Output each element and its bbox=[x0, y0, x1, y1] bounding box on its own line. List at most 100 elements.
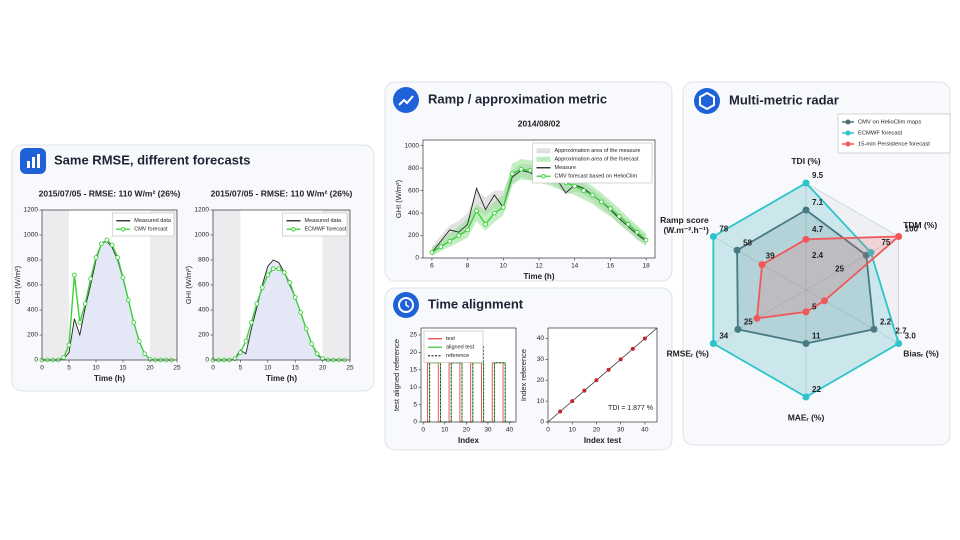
marker bbox=[447, 238, 453, 244]
x-tick-label: 8 bbox=[466, 263, 470, 270]
radar-point bbox=[802, 308, 810, 316]
marker bbox=[509, 171, 515, 177]
axis-label: MAEᵣ (%) bbox=[788, 413, 825, 423]
axis-tick-label: 2.2 bbox=[880, 317, 892, 326]
legend: Measured data ECMWF forecast bbox=[282, 212, 348, 237]
point bbox=[642, 336, 647, 341]
x-tick-label: 16 bbox=[607, 263, 615, 270]
x-axis-label: Time (h) bbox=[266, 374, 297, 383]
marker bbox=[254, 301, 260, 307]
x-tick-label: 15 bbox=[292, 365, 300, 372]
legend-label: reference bbox=[446, 353, 469, 359]
marker bbox=[82, 301, 88, 307]
marker bbox=[456, 233, 462, 238]
axis-tick-label: 25 bbox=[744, 317, 753, 326]
panel-title: Same RMSE, different forecasts bbox=[54, 152, 251, 167]
y-axis-label: test aligned reference bbox=[392, 339, 401, 411]
icon bbox=[393, 87, 419, 113]
x-tick-label: 15 bbox=[119, 365, 127, 372]
x-tick-label: 10 bbox=[441, 427, 449, 434]
radar-point bbox=[734, 325, 742, 333]
axis-tick-label: 11 bbox=[812, 332, 821, 341]
y-axis-label: Index reference bbox=[519, 349, 528, 401]
x-tick-label: 20 bbox=[463, 427, 471, 434]
radar-point bbox=[802, 206, 810, 214]
axis-tick-label: 5 bbox=[812, 302, 817, 311]
radar-point bbox=[802, 179, 810, 187]
marker bbox=[93, 255, 99, 260]
x-tick-label: 10 bbox=[569, 427, 577, 434]
icon bbox=[694, 88, 720, 114]
point bbox=[582, 388, 587, 393]
chart-title: 2014/08/02 bbox=[518, 118, 561, 128]
plot-frame bbox=[41, 209, 178, 361]
legend-marker bbox=[291, 226, 296, 232]
radar-point bbox=[733, 246, 741, 254]
y-tick-label: 0 bbox=[34, 357, 38, 364]
marker bbox=[243, 338, 249, 344]
legend-swatch bbox=[536, 156, 551, 162]
marker bbox=[147, 357, 153, 362]
y-tick-label: 600 bbox=[408, 187, 419, 194]
axis-tick-label: 4.7 bbox=[812, 225, 824, 234]
legend-label: CMV on HelioClim maps bbox=[858, 120, 921, 126]
legend-label: CMV forecast bbox=[134, 227, 168, 233]
radar-point bbox=[895, 340, 903, 347]
legend-marker bbox=[541, 173, 546, 179]
spoke bbox=[805, 236, 899, 291]
legend-label: ECMWF forecast bbox=[858, 131, 903, 137]
y-tick-label: 0 bbox=[413, 419, 417, 426]
marker bbox=[643, 237, 649, 243]
axis-tick-label: 7.1 bbox=[812, 198, 824, 207]
y-tick-label: 600 bbox=[27, 282, 38, 289]
plot-frame bbox=[212, 209, 351, 361]
axis-tick-label: 39 bbox=[766, 251, 775, 260]
marker bbox=[309, 341, 314, 347]
chart-title: 2015/07/05 - RMSE: 110 W/m² (26%) bbox=[39, 188, 181, 198]
radar-point bbox=[753, 314, 761, 322]
night-shade bbox=[42, 210, 69, 360]
marker bbox=[527, 167, 533, 173]
y-axis-label: GHI (W/m²) bbox=[13, 265, 22, 304]
legend-label: 15-min Persistence forecast bbox=[858, 142, 930, 148]
x-tick-label: 40 bbox=[506, 427, 514, 434]
marker bbox=[292, 295, 298, 300]
y-tick-label: 1200 bbox=[24, 207, 39, 214]
x-tick-label: 18 bbox=[642, 263, 650, 270]
y-axis-label: GHI (W/m²) bbox=[394, 179, 403, 218]
marker bbox=[61, 355, 66, 360]
marker bbox=[287, 280, 293, 285]
x-tick-label: 0 bbox=[421, 427, 425, 434]
x-tick-label: 25 bbox=[173, 365, 181, 372]
marker bbox=[281, 270, 287, 275]
marker bbox=[265, 272, 271, 278]
axis-label: RMSEᵣ (%) bbox=[667, 348, 709, 358]
y-tick-label: 800 bbox=[27, 257, 38, 264]
point bbox=[618, 357, 623, 362]
marker bbox=[104, 237, 110, 243]
axis-tick-label: 9.5 bbox=[812, 171, 824, 180]
point bbox=[606, 367, 611, 372]
legend-marker bbox=[845, 119, 851, 125]
x-tick-label: 10 bbox=[92, 365, 100, 372]
marker bbox=[88, 276, 93, 282]
marker bbox=[99, 241, 104, 247]
x-tick-label: 6 bbox=[430, 263, 434, 270]
axis-label: Biasᵣ (%) bbox=[903, 348, 939, 358]
y-tick-label: 15 bbox=[410, 366, 418, 373]
axis-tick-label: 100 bbox=[905, 225, 919, 234]
spoke bbox=[805, 289, 899, 344]
x-axis-label: Index test bbox=[584, 436, 622, 445]
icon bbox=[393, 292, 419, 318]
y-tick-label: 200 bbox=[27, 332, 38, 339]
marker bbox=[590, 192, 595, 198]
marker bbox=[634, 229, 640, 235]
x-tick-label: 12 bbox=[535, 263, 543, 270]
radar-point bbox=[802, 235, 810, 243]
y-tick-label: 0 bbox=[540, 419, 544, 426]
y-tick-label: 20 bbox=[410, 349, 418, 356]
y-tick-label: 0 bbox=[415, 255, 419, 262]
panel-title: Time alignment bbox=[428, 296, 524, 311]
icon bbox=[20, 148, 46, 174]
radar-point bbox=[758, 261, 766, 269]
